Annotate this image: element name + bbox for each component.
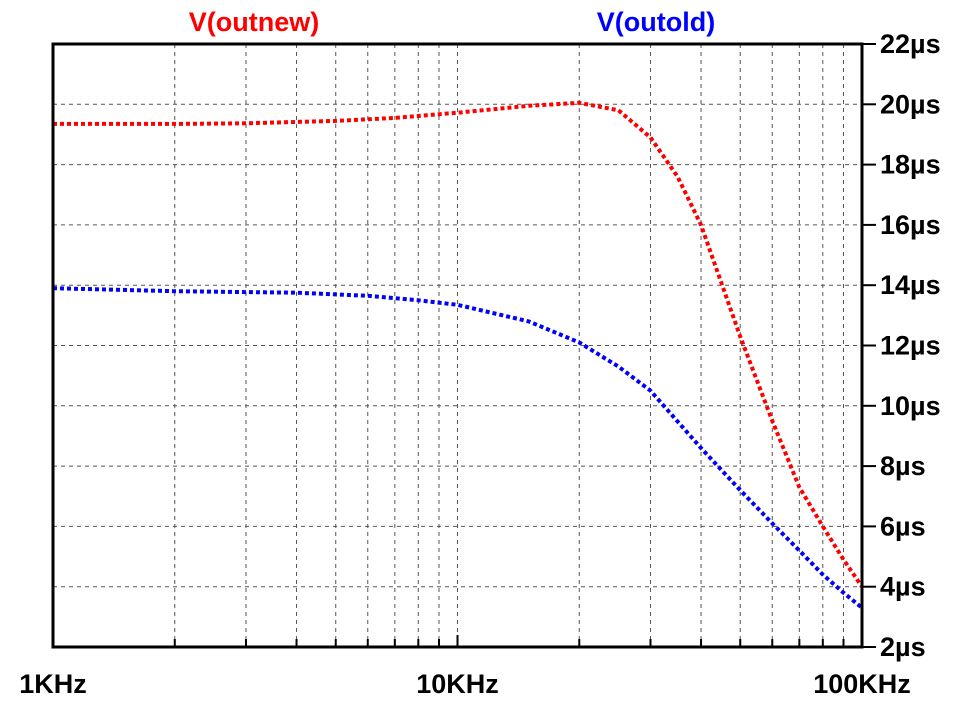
grid [53, 44, 862, 647]
series-line-0 [53, 100, 864, 588]
y-tick-label: 6µs [880, 511, 926, 541]
legend-outnew: V(outnew) [189, 7, 319, 37]
y-tick-label: 18µs [880, 150, 941, 180]
y-tick-label: 12µs [880, 331, 941, 361]
legend-outold: V(outold) [597, 7, 715, 37]
series-layer [52, 100, 864, 610]
y-tick-label: 8µs [880, 451, 926, 481]
y-tick-label: 2µs [880, 632, 926, 662]
series-line-1 [52, 286, 864, 610]
y-axis-ticks: 2µs 4µs 6µs 8µs 10µs 12µs 14µs 16µs 18µs 20µs 22µs [862, 29, 941, 662]
x-axis-ticks: 1KHz 10KHz 100KHz [19, 635, 911, 699]
y-tick-label: 22µs [880, 29, 941, 59]
y-tick-label: 16µs [880, 210, 941, 240]
y-tick-label: 14µs [880, 270, 941, 300]
y-tick-label: 10µs [880, 391, 941, 421]
y-tick-label: 20µs [880, 89, 941, 119]
x-tick-label: 10KHz [416, 669, 499, 699]
x-tick-label: 1KHz [19, 669, 87, 699]
x-tick-label: 100KHz [813, 669, 911, 699]
y-tick-label: 4µs [880, 572, 926, 602]
